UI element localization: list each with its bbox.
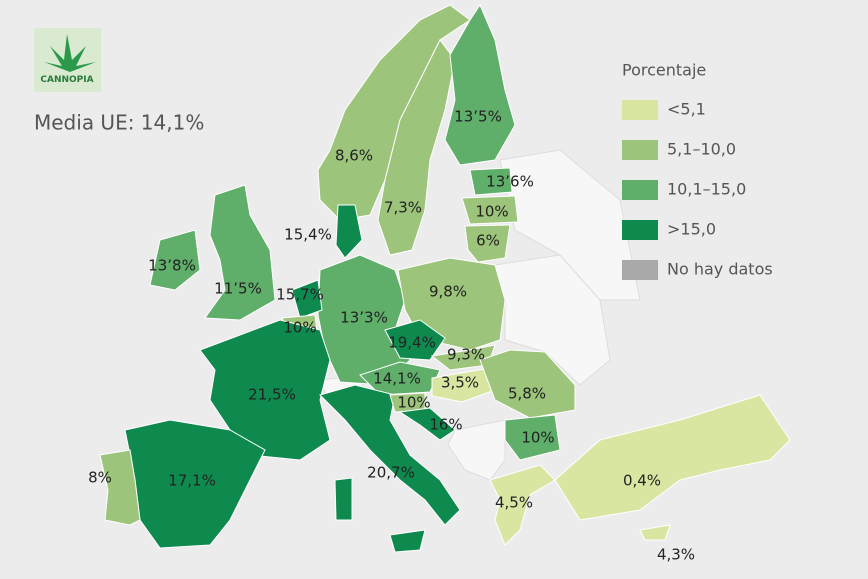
country-label: 5,8% [508,385,546,403]
country-label: 4,5% [495,494,533,512]
subtitle: Media UE: 14,1% [34,111,204,135]
country-label: 11’5% [214,280,262,298]
country-shape [469,167,513,196]
country-label: 19,4% [388,334,436,352]
country-shape [149,229,201,291]
legend-swatch [622,140,658,160]
country-shape [199,319,331,461]
legend: <5,1 5,1–10,0 10,1–15,0 >15,0 No hay datos [622,100,773,280]
logo: CANNOPIA [34,28,101,92]
country-label: 13’6% [486,173,534,191]
country-shape [554,394,791,521]
countries [99,3,791,553]
non-eu-land [317,149,641,481]
logo-text: CANNOPIA [40,75,93,85]
country-shape [431,367,496,403]
country-labels: 13’5% 13’6% 10% 6% 8,6% 7,3% 15,4% 13’8%… [88,108,695,564]
country-shape [377,39,456,256]
country-shape [461,195,519,225]
country-label: 0,4% [623,472,661,490]
country-label: 16% [429,416,462,434]
legend-label: >15,0 [667,220,716,239]
country-shape [389,529,426,553]
legend-label: 10,1–15,0 [667,180,746,199]
country-shape [204,184,276,321]
country-label: 13’8% [148,257,196,275]
legend-swatch [622,180,658,200]
country-shape [479,349,576,419]
legend-swatch [622,260,658,280]
country-shape [291,279,323,319]
country-label: 10% [283,319,316,337]
country-shape [504,414,561,461]
country-shape [639,524,671,541]
country-label: 13’3% [340,309,388,327]
country-label: 14,1% [373,370,421,388]
country-label: 8,6% [335,147,373,165]
country-shape [384,319,446,361]
country-label: 3,5% [441,374,479,392]
country-shape [398,407,456,441]
country-label: 10% [475,203,508,221]
legend-label: <5,1 [667,100,706,119]
country-label: 4,3% [657,546,695,564]
country-shape [444,3,516,166]
country-shape [489,464,556,546]
country-label: 9,8% [429,283,467,301]
country-label: 20,7% [367,464,415,482]
country-label: 7,3% [384,199,422,217]
country-label: 15,4% [284,226,332,244]
legend-title: Porcentaje [622,61,706,80]
logo-leaf [44,34,96,72]
country-shape [334,477,353,521]
country-shape [335,204,363,259]
country-label: 9,3% [447,346,485,364]
country-label: 10% [521,429,554,447]
country-label: 21,5% [248,386,296,404]
country-shape [430,344,496,371]
country-shape [99,449,141,526]
country-label: 13’5% [454,108,502,126]
legend-label: No hay datos [667,260,773,279]
country-label: 6% [476,232,500,250]
country-label: 10% [397,394,430,412]
legend-swatch [622,220,658,240]
legend-label: 5,1–10,0 [667,140,736,159]
country-shape [464,224,511,263]
country-label: 17,1% [168,472,216,490]
legend-swatch [622,100,658,120]
country-label: 15,7% [276,286,324,304]
country-label: 8% [88,469,112,487]
